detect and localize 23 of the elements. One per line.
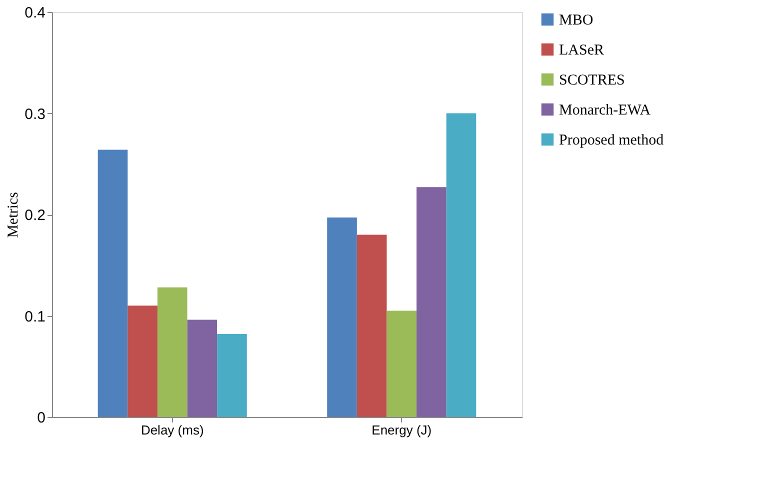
bar: [98, 150, 128, 417]
y-tick-label: 0: [37, 410, 46, 426]
y-tick-label: 0.3: [24, 106, 46, 123]
legend-label: Monarch-EWA: [559, 102, 651, 118]
bar: [217, 334, 247, 417]
y-tick-label: 0.1: [24, 308, 46, 326]
bar: [416, 187, 446, 417]
x-tick-label: Energy (J): [372, 422, 432, 438]
y-tick-label: 0.4: [24, 4, 46, 22]
bar: [157, 287, 188, 417]
bar: [356, 234, 387, 417]
bar: [386, 310, 417, 417]
y-axis-title: Metrics: [6, 192, 22, 238]
y-tick-label: 0.2: [24, 207, 46, 224]
legend-label: LASeR: [559, 42, 604, 58]
x-tick-label: Delay (ms): [140, 422, 204, 438]
legend-label: SCOTRES: [559, 72, 625, 88]
legend-label: MBO: [559, 12, 594, 28]
bar: [187, 320, 218, 417]
bar: [327, 218, 357, 417]
legend-label: Proposed method: [559, 132, 664, 148]
bar: [446, 113, 476, 417]
bar: [128, 306, 158, 417]
